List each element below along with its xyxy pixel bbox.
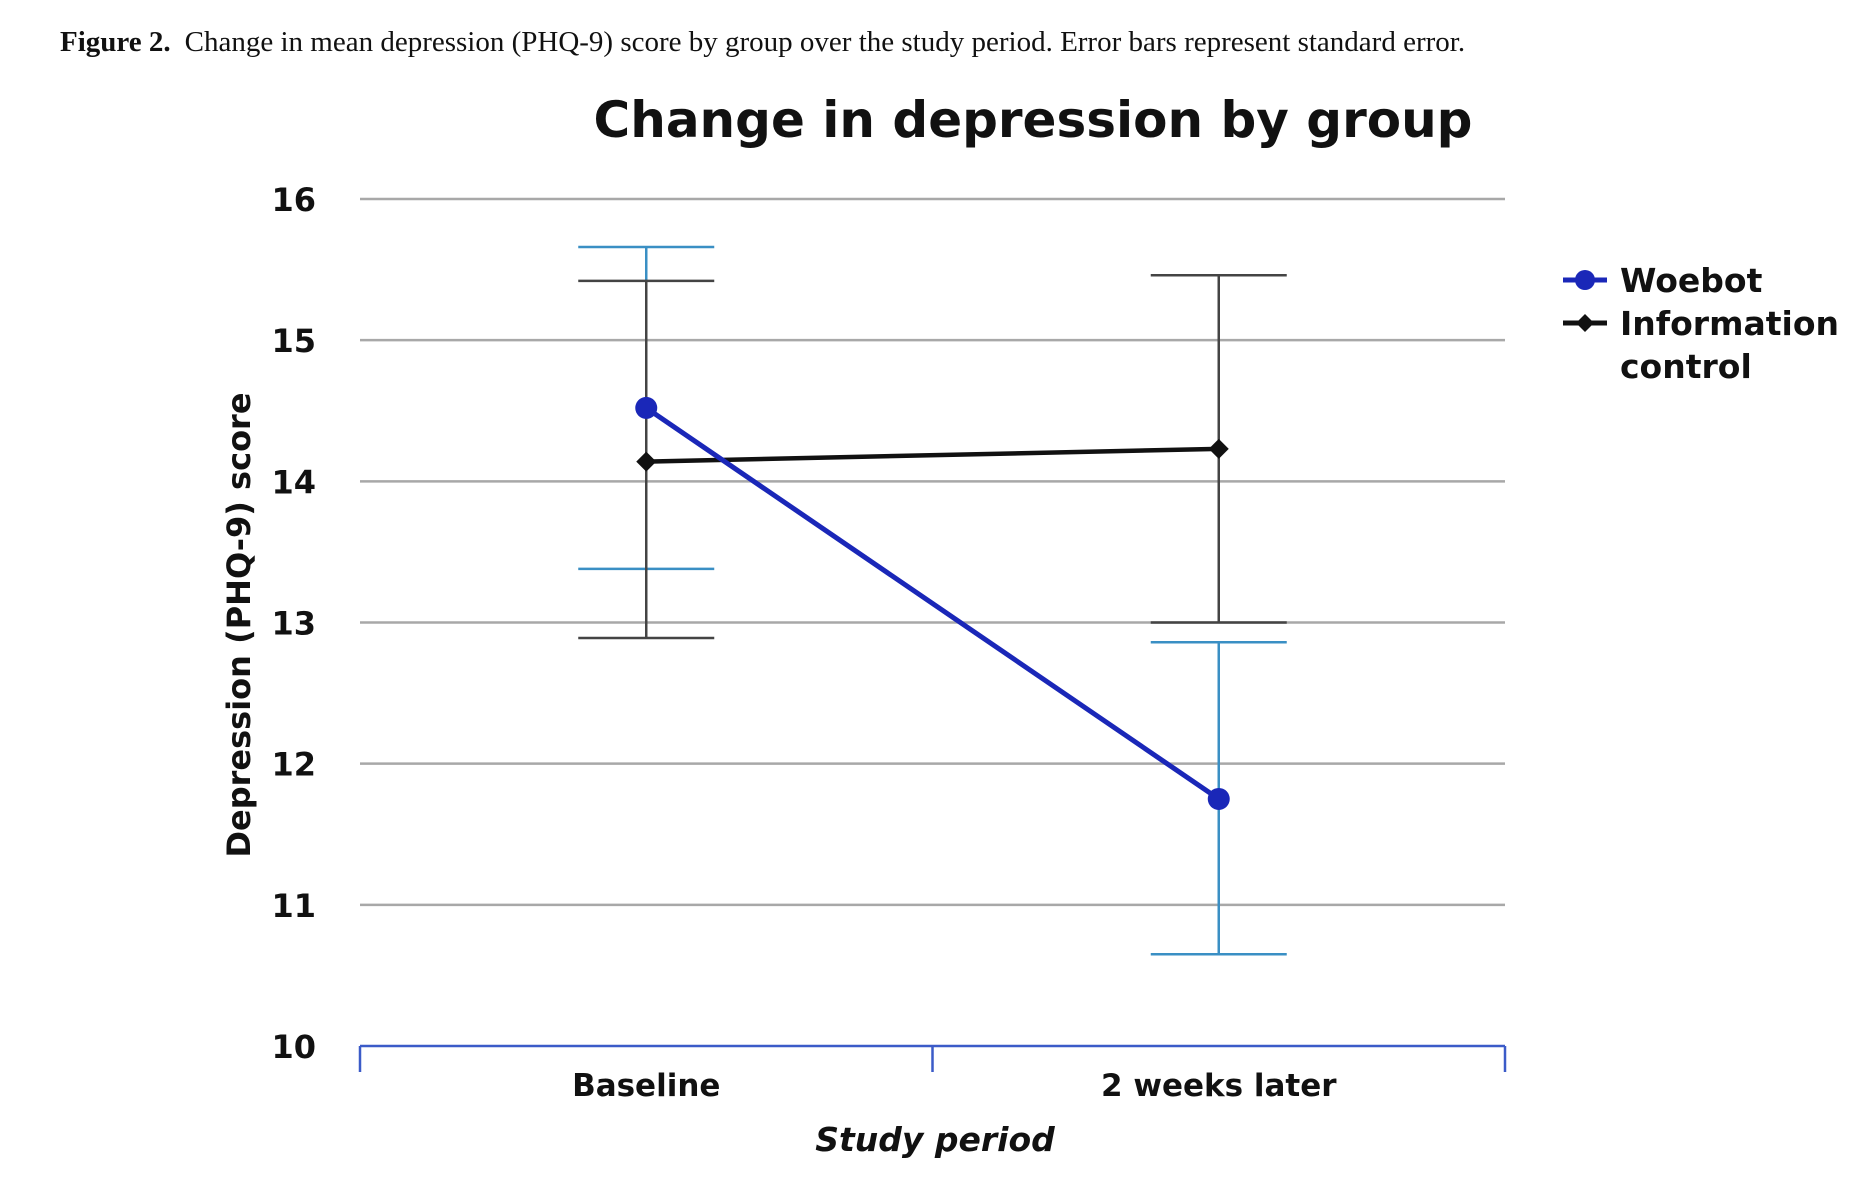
legend-label: control [1620,347,1752,386]
legend-marker-diamond [1576,314,1594,332]
series-lines [635,396,1230,810]
data-point-woebot [635,396,658,419]
legend-marker-circle [1575,270,1595,290]
figure-caption-text: Change in mean depression (PHQ-9) score … [184,26,1466,58]
axes: 10 11 12 13 14 15 16 Baseline 2 weeks later [271,181,1507,1104]
data-point-woebot [1207,787,1230,810]
legend: Woebot Information control [1563,261,1839,386]
data-point-control [636,451,657,472]
gridlines [360,197,1505,907]
y-tick-label: 14 [271,463,316,501]
figure-caption: Figure 2. Change in mean depression (PHQ-… [60,26,1840,59]
figure-label: Figure 2. [60,26,171,58]
data-point-control [1208,438,1229,459]
x-tick-label: Baseline [572,1068,720,1104]
y-tick-label: 16 [271,181,316,219]
legend-label: Woebot [1620,261,1763,300]
series-line [646,446,1219,464]
chart-title: Change in depression by group [594,91,1473,149]
x-tick-label: 2 weeks later [1101,1068,1337,1104]
legend-label: Information [1620,304,1839,343]
y-tick-label: 10 [271,1028,316,1066]
y-axis-label: Depression (PHQ-9) score [220,392,258,857]
y-tick-label: 12 [271,746,316,784]
y-tick-label: 13 [271,605,316,643]
series-line [644,405,1221,802]
y-tick-label: 15 [271,322,316,360]
x-axis-label: Study period [815,1120,1055,1159]
y-tick-label: 11 [271,887,316,925]
